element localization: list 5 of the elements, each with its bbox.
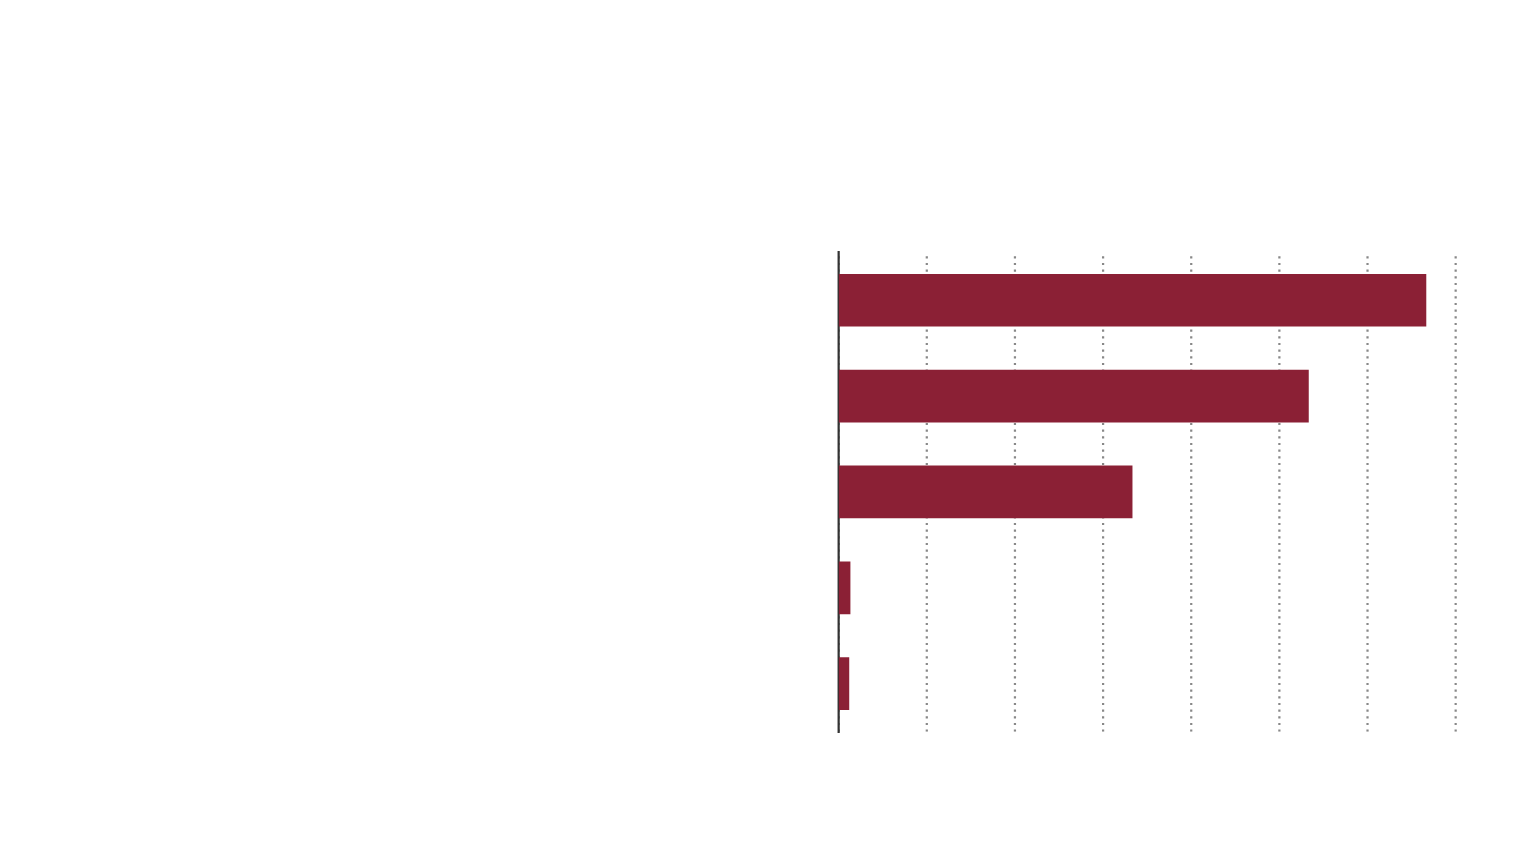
bar: [838, 657, 850, 710]
bar: [838, 561, 851, 615]
bar: [838, 369, 1309, 423]
bar: [838, 465, 1133, 519]
bar: [838, 273, 1427, 327]
